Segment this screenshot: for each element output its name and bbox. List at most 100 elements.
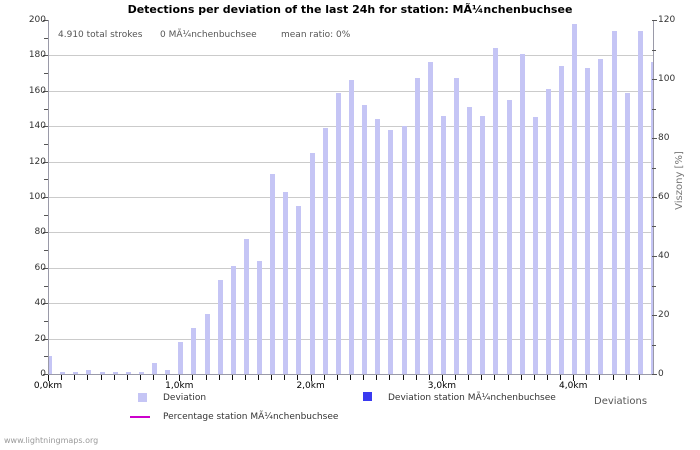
bar <box>388 130 394 374</box>
y-axis-left-tick-major <box>43 20 48 21</box>
x-axis-tick-minor <box>521 375 522 380</box>
y-axis-left-tick-major <box>43 126 48 127</box>
legend-label-deviation-station[interactable]: Deviation station MÃ¼nchenbuchsee <box>388 393 556 403</box>
x-axis-tick-minor <box>350 375 351 380</box>
x-axis-tick-minor <box>429 375 430 380</box>
x-axis-tick-major <box>442 375 443 381</box>
bar <box>309 153 315 374</box>
y-axis-right-label: 0 <box>658 369 664 379</box>
y-axis-left-label: 80 <box>34 227 46 238</box>
y-axis-right-tick-minor <box>652 286 656 287</box>
y-axis-left-tick-major <box>43 55 48 56</box>
subtitle-station-strokes: 0 MÃ¼nchenbuchsee <box>160 30 257 40</box>
bar <box>86 370 92 374</box>
bar <box>335 93 341 374</box>
bar <box>283 192 289 374</box>
x-axis-tick-minor <box>389 375 390 380</box>
x-axis-tick-minor <box>74 375 75 380</box>
y-axis-right-tick-major <box>652 79 657 80</box>
bar <box>204 314 210 374</box>
y-axis-left-tick-minor <box>44 179 48 180</box>
x-axis-tick-minor <box>508 375 509 380</box>
y-axis-left-tick-minor <box>44 250 48 251</box>
x-axis-tick-minor <box>494 375 495 380</box>
bar <box>322 128 328 374</box>
bar <box>73 372 79 374</box>
x-axis-label: 4,0km <box>559 381 588 391</box>
legend-swatch-deviation <box>138 393 147 402</box>
y-axis-right-tick-major <box>652 315 657 316</box>
x-axis-tick-minor <box>271 375 272 380</box>
y-axis-right-label: 40 <box>658 251 670 261</box>
bar <box>467 107 473 374</box>
y-axis-left-tick-major <box>43 374 48 375</box>
y-axis-left-label: 160 <box>28 85 46 96</box>
y-axis-right-tick-major <box>652 20 657 21</box>
bar <box>454 78 460 374</box>
bar <box>401 126 407 374</box>
bar <box>440 116 446 374</box>
bar <box>427 62 433 374</box>
bar <box>243 239 249 374</box>
x-axis-tick-minor <box>560 375 561 380</box>
x-axis-tick-major <box>573 375 574 381</box>
bar <box>152 363 158 374</box>
y-axis-right-tick-minor <box>652 168 656 169</box>
bar <box>519 54 525 374</box>
bar <box>349 80 354 374</box>
bar <box>138 372 144 374</box>
y-axis-right-label: 80 <box>658 133 670 143</box>
bar <box>362 105 368 374</box>
chart-title: Detections per deviation of the last 24h… <box>127 3 573 16</box>
bar <box>125 372 131 374</box>
y-axis-left-tick-minor <box>44 321 48 322</box>
y-axis-left-label: 180 <box>28 50 46 61</box>
y-axis-left-title: Count <box>0 164 1 194</box>
bar <box>559 66 565 374</box>
x-axis-tick-minor <box>403 375 404 380</box>
y-axis-left-tick-major <box>43 339 48 340</box>
x-axis-tick-minor <box>114 375 115 380</box>
y-axis-left-tick-major <box>43 303 48 304</box>
bar <box>191 328 197 374</box>
y-axis-right-label: 60 <box>658 192 670 202</box>
x-axis-tick-minor <box>127 375 128 380</box>
bar <box>99 372 105 374</box>
y-axis-right-label: 100 <box>658 74 676 84</box>
x-axis-tick-minor <box>297 375 298 380</box>
x-axis-tick-minor <box>219 375 220 380</box>
y-axis-right-tick-major <box>652 197 657 198</box>
legend-label-percentage-station[interactable]: Percentage station MÃ¼nchenbuchsee <box>163 412 339 422</box>
x-axis-tick-minor <box>61 375 62 380</box>
y-axis-left-label: 200 <box>28 15 46 25</box>
x-axis-tick-minor <box>87 375 88 380</box>
y-axis-right-label: 20 <box>658 310 670 320</box>
y-axis-right-label: 120 <box>658 15 676 25</box>
x-axis-tick-minor <box>153 375 154 380</box>
bar <box>493 48 499 374</box>
x-axis-label: 1,0km <box>165 381 194 391</box>
x-axis-label: 2,0km <box>296 381 325 391</box>
legend-line-percentage-station <box>130 416 150 418</box>
x-axis-tick-minor <box>639 375 640 380</box>
x-axis-title: Deviations <box>594 396 648 407</box>
bar <box>178 342 184 374</box>
x-axis-tick-minor <box>376 375 377 380</box>
bar <box>506 100 512 374</box>
bar <box>624 93 630 374</box>
x-axis-line <box>48 374 652 375</box>
legend-label-deviation[interactable]: Deviation <box>163 393 207 403</box>
y-axis-right-tick-minor <box>652 226 656 227</box>
y-axis-left-tick-major <box>43 197 48 198</box>
y-axis-left-tick-minor <box>44 286 48 287</box>
y-axis-left-label: 40 <box>34 298 46 309</box>
bar <box>165 370 171 374</box>
bar <box>112 372 118 374</box>
bar <box>545 89 551 374</box>
x-axis-tick-minor <box>363 375 364 380</box>
x-axis-tick-minor <box>284 375 285 380</box>
y-axis-left-tick-major <box>43 91 48 92</box>
subtitle-mean-ratio: mean ratio: 0% <box>281 30 351 40</box>
bar <box>598 59 604 374</box>
